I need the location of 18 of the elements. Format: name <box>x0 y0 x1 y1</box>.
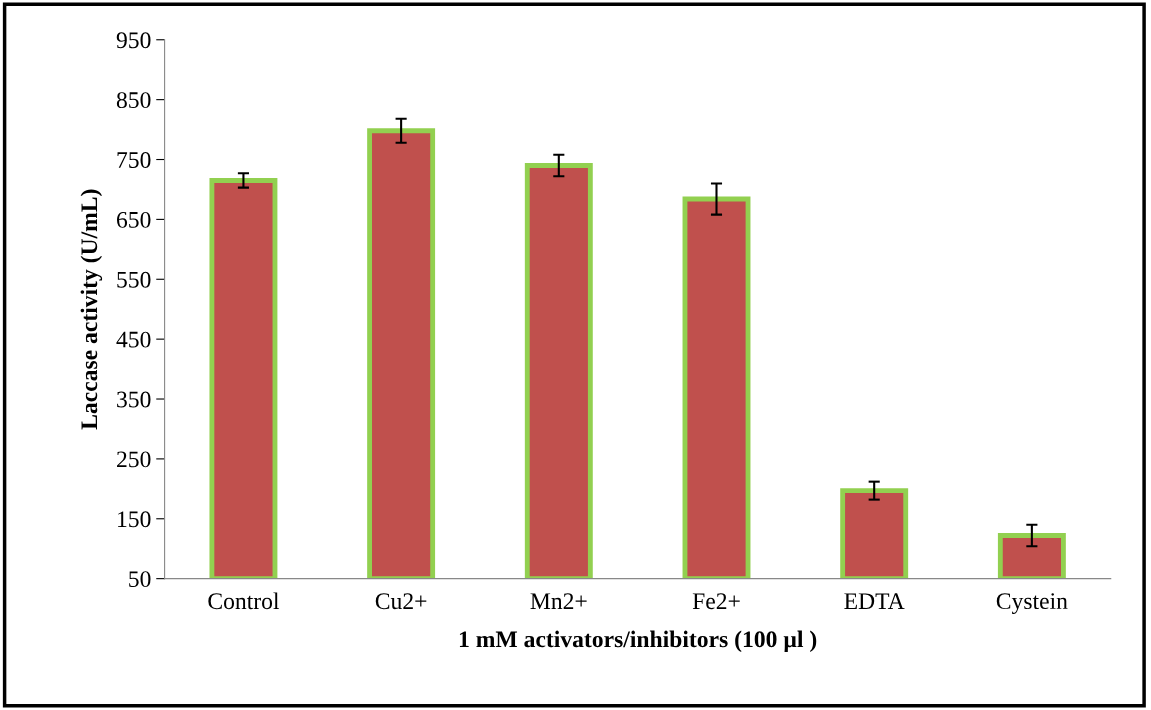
y-tick-label: 850 <box>116 92 151 109</box>
x-tick-label: Fe2+ <box>692 593 740 610</box>
y-tick-label: 150 <box>118 511 151 528</box>
y-axis-title: Laccase activity (U/mL) <box>80 189 103 430</box>
x-tick-label: Control <box>208 592 280 610</box>
x-axis-title: 1 mM activators/inhibitors (100 µl ) <box>459 630 817 653</box>
x-tick-label: Cystein <box>996 593 1068 614</box>
y-tick-label: 50 <box>129 571 151 588</box>
y-tick-label: 550 <box>117 271 151 288</box>
y-tick-label: 250 <box>117 451 151 468</box>
y-tick-label: 750 <box>117 152 151 168</box>
y-tick-label: 350 <box>117 391 151 408</box>
x-tick-label: Mn2+ <box>530 593 587 609</box>
x-tick-label: EDTA <box>844 593 905 609</box>
y-tick-label: 650 <box>117 211 151 228</box>
y-tick-label: 450 <box>116 331 151 348</box>
y-tick-label: 950 <box>116 32 151 49</box>
x-tick-label: Cu2+ <box>375 593 427 610</box>
